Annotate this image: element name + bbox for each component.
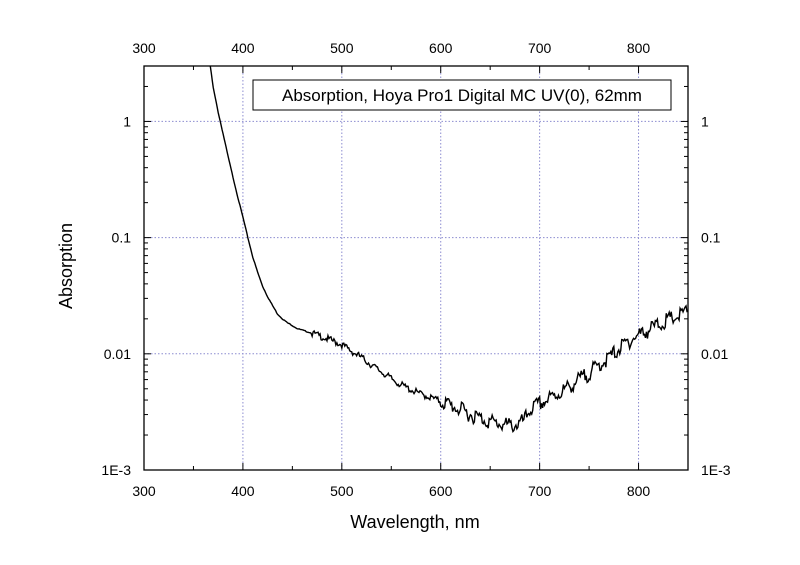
y-tick-label-right: 1E-3	[701, 462, 731, 478]
x-tick-label-top: 700	[528, 40, 552, 56]
y-tick-label-right: 0.1	[701, 230, 721, 246]
y-tick-label-left: 1E-3	[101, 462, 131, 478]
legend: Absorption, Hoya Pro1 Digital MC UV(0), …	[252, 79, 672, 111]
y-axis-title: Absorption	[56, 223, 76, 309]
axis-ticks: 300 300 400 400 500 500 600 600 700 700 800 800 1E-3…	[101, 40, 730, 499]
x-tick-label-bottom: 700	[528, 483, 552, 499]
x-tick-label-bottom: 600	[429, 483, 453, 499]
x-tick-label-top: 300	[132, 40, 156, 56]
x-tick-label-bottom: 500	[330, 483, 354, 499]
plot-area	[209, 66, 688, 433]
y-tick-label-right: 1	[701, 113, 709, 129]
x-tick-label-top: 800	[627, 40, 651, 56]
y-tick-label-right: 0.01	[701, 346, 728, 362]
legend-label: Absorption, Hoya Pro1 Digital MC UV(0), …	[282, 86, 642, 105]
x-tick-label-top: 500	[330, 40, 354, 56]
x-tick-label-bottom: 800	[627, 483, 651, 499]
y-tick-label-left: 0.1	[112, 230, 132, 246]
series-line	[209, 66, 688, 433]
y-tick-label-left: 0.01	[104, 346, 131, 362]
legend-box	[252, 79, 672, 111]
x-tick-label-bottom: 300	[132, 483, 156, 499]
plot-frame	[143, 65, 689, 471]
y-tick-label-left: 1	[123, 113, 131, 129]
x-tick-label-top: 600	[429, 40, 453, 56]
x-tick-label-bottom: 400	[231, 483, 255, 499]
grid-lines	[144, 66, 688, 470]
x-tick-label-top: 400	[231, 40, 255, 56]
x-axis-title: Wavelength, nm	[350, 512, 479, 532]
